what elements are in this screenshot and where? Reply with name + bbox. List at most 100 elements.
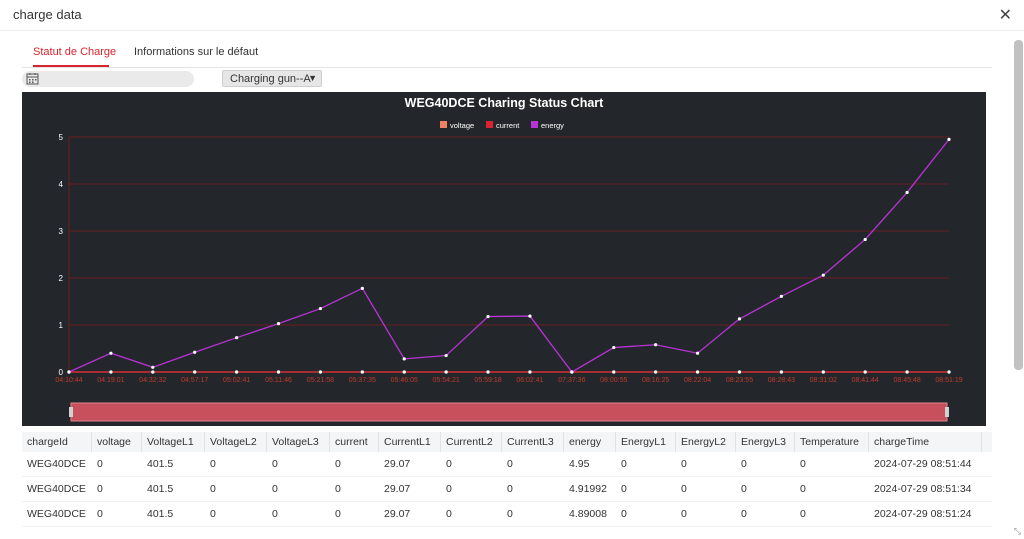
date-picker-input[interactable] <box>22 71 194 87</box>
legend-label-voltage: voltage <box>450 121 474 130</box>
zoom-slider-track[interactable] <box>70 402 948 422</box>
data-point-current <box>109 370 113 374</box>
table-header: chargeId voltage VoltageL1 VoltageL2 Voltage… <box>22 432 992 452</box>
data-point-energy <box>821 273 825 277</box>
data-point-current <box>235 370 239 374</box>
table-cell: 0 <box>800 458 806 470</box>
table-cell: 29.07 <box>384 508 411 520</box>
charging-status-chart: WEG40DCE Charing Status Chart voltage curr… <box>22 92 986 426</box>
data-point-current <box>654 370 658 374</box>
column-header-current: current <box>330 432 379 452</box>
zoom-handle-left[interactable] <box>69 407 73 417</box>
data-point-current <box>444 370 448 374</box>
table-row: WEG40DCE 0 401.5 0 0 0 29.07 0 0 4.91992 0 0 0 0 2024-… <box>22 477 992 502</box>
table-cell: 4.95 <box>569 458 590 470</box>
x-tick-label: 08:22:04 <box>684 377 711 384</box>
data-point-energy <box>276 321 281 326</box>
x-tick-label: 05:11:46 <box>265 377 292 384</box>
table-cell: 0 <box>681 508 687 520</box>
table-cell: 4.91992 <box>569 483 607 495</box>
data-point-energy <box>695 351 700 355</box>
data-point-energy <box>109 351 113 355</box>
zoom-handle-right[interactable] <box>945 407 949 417</box>
tab-charge-status[interactable]: Statut de Charge <box>33 46 117 58</box>
data-point-current <box>695 370 700 374</box>
data-point-energy <box>444 353 448 358</box>
data-point-current <box>318 370 323 374</box>
x-tick-label: 08:31:02 <box>810 377 837 384</box>
data-point-current <box>863 370 867 374</box>
data-point-current <box>528 370 532 374</box>
x-tick-label: 05:21:58 <box>307 377 334 384</box>
column-header-currentl1: CurrentL1 <box>379 432 441 452</box>
x-tick-label: 08:28:43 <box>768 377 795 384</box>
column-header-energy: energy <box>564 432 616 452</box>
legend-label-energy: energy <box>541 121 564 130</box>
chevron-down-icon: ▼ <box>308 73 317 83</box>
table-cell: 401.5 <box>147 508 174 520</box>
table-cell: 0 <box>741 508 747 520</box>
column-header-voltagel1: VoltageL1 <box>142 432 205 452</box>
table-cell: 0 <box>97 508 103 520</box>
table-cell: 0 <box>335 458 341 470</box>
table-cell: 0 <box>97 483 103 495</box>
column-header-currentl2: CurrentL2 <box>441 432 502 452</box>
x-tick-label: 05:46:05 <box>391 377 418 384</box>
data-point-energy <box>779 294 783 298</box>
vertical-scrollbar[interactable] <box>1014 40 1023 370</box>
data-point-current <box>402 370 406 374</box>
column-header-temperature: Temperature <box>795 432 869 452</box>
dialog-title: charge data <box>13 7 82 22</box>
x-tick-label: 05:59:18 <box>474 377 501 384</box>
table-cell: 0 <box>446 458 452 470</box>
table-body: WEG40DCE 0 401.5 0 0 0 29.07 0 0 4.95 0 0 0 0 2024-07-… <box>22 452 992 527</box>
table-cell: 0 <box>507 483 513 495</box>
table-cell: 0 <box>621 508 627 520</box>
y-tick-label: 4 <box>59 180 64 189</box>
x-tick-label: 08:45:48 <box>893 377 920 384</box>
table-cell: WEG40DCE <box>27 508 86 520</box>
data-point-energy <box>151 365 155 369</box>
data-point-current <box>737 370 742 374</box>
tab-fault-info[interactable]: Informations sur le défaut <box>134 46 259 58</box>
data-point-current <box>821 370 825 374</box>
calendar-icon[interactable] <box>26 72 39 85</box>
data-point-current <box>947 370 951 374</box>
table-row: WEG40DCE 0 401.5 0 0 0 29.07 0 0 4.95 0 0 0 0 2024-07-… <box>22 452 992 477</box>
table-cell: 0 <box>446 483 452 495</box>
table-cell: 29.07 <box>384 458 411 470</box>
x-tick-label: 07:37:36 <box>558 377 585 384</box>
charging-gun-select[interactable]: Charging gun--A ▼ <box>222 70 322 87</box>
x-tick-label: 08:51:19 <box>935 377 962 384</box>
data-point-energy <box>947 137 951 141</box>
table-cell: 0 <box>210 458 216 470</box>
chart-title: WEG40DCE Charing Status Chart <box>405 96 604 110</box>
resize-handle-icon[interactable]: ⤡ <box>1013 526 1021 536</box>
column-header-voltage: voltage <box>92 432 142 452</box>
y-tick-label: 5 <box>59 133 64 142</box>
data-point-current <box>905 370 909 374</box>
column-header-energyl1: EnergyL1 <box>616 432 676 452</box>
close-icon[interactable]: ✕ <box>998 7 1012 24</box>
column-header-voltagel2: VoltageL2 <box>205 432 267 452</box>
data-point-energy <box>486 314 490 319</box>
table-cell: 4.89008 <box>569 508 607 520</box>
column-header-currentl3: CurrentL3 <box>502 432 564 452</box>
x-tick-label: 04:32:32 <box>139 377 166 384</box>
x-tick-label: 04:19:01 <box>97 377 124 384</box>
y-tick-label: 0 <box>59 368 64 377</box>
table-cell: 0 <box>800 508 806 520</box>
table-cell: 0 <box>621 458 627 470</box>
legend-label-current: current <box>496 121 520 130</box>
table-cell: 0 <box>335 483 341 495</box>
table-cell: 0 <box>741 458 747 470</box>
table-row: WEG40DCE 0 401.5 0 0 0 29.07 0 0 4.89008 0 0 0 0 2024-… <box>22 502 992 527</box>
table-cell: 0 <box>681 458 687 470</box>
x-tick-label: 05:54:21 <box>433 377 460 384</box>
data-point-energy <box>318 306 323 311</box>
data-point-energy <box>235 336 239 340</box>
data-point-energy <box>863 237 867 242</box>
table-cell: 0 <box>507 458 513 470</box>
table-cell: 2024-07-29 08:51:34 <box>874 483 972 495</box>
x-tick-label: 08:00:55 <box>600 377 627 384</box>
